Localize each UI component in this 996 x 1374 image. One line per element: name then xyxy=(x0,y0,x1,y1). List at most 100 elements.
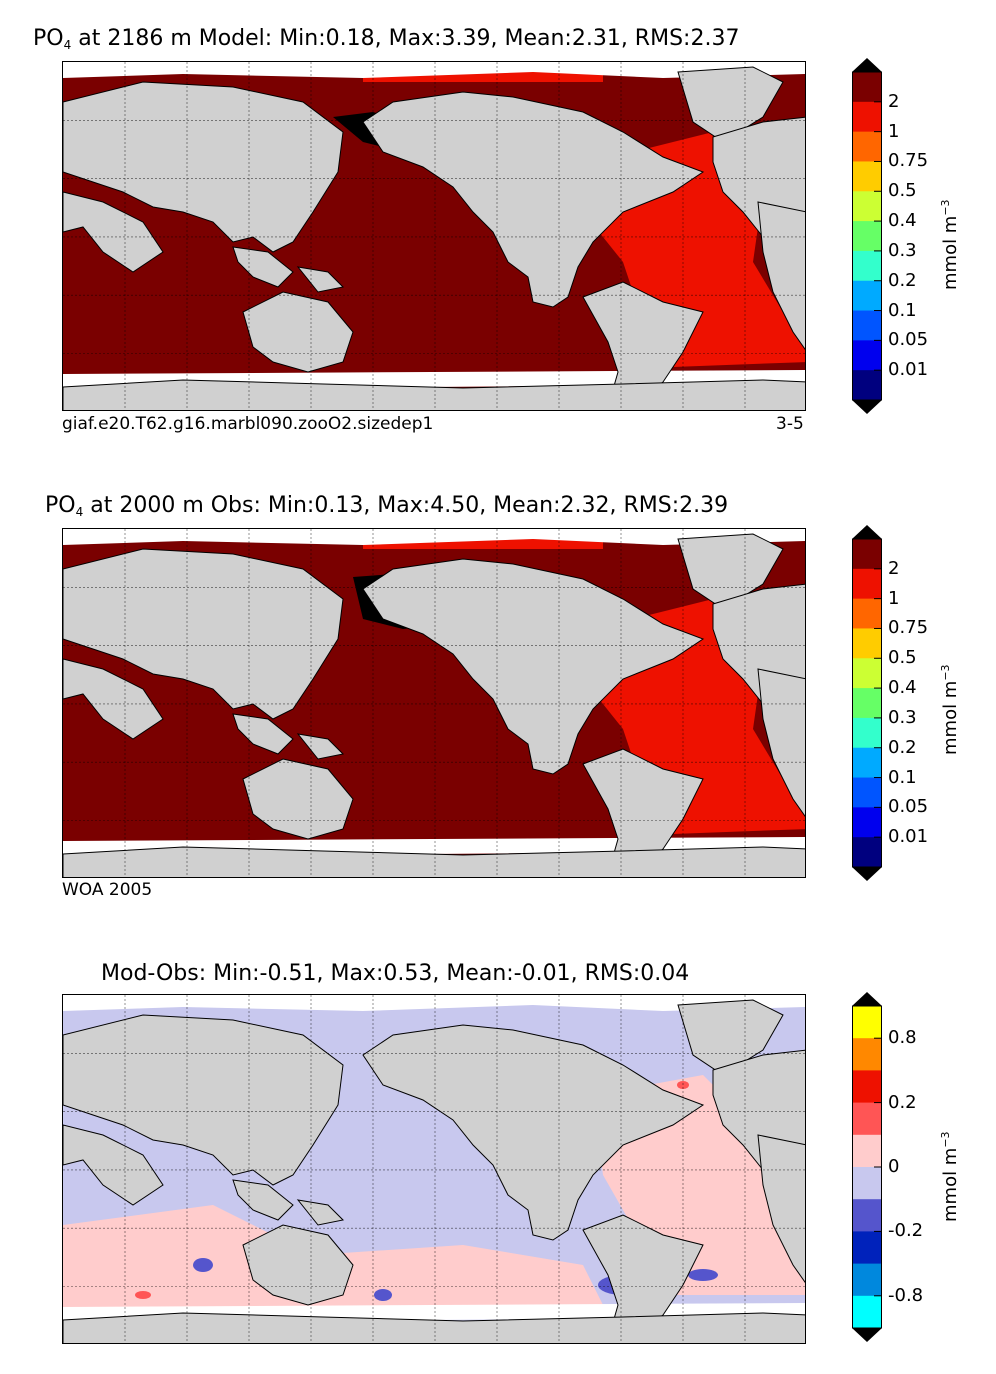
land-mass xyxy=(232,713,294,755)
positive-patch xyxy=(135,1291,151,1299)
land-mass xyxy=(63,81,344,253)
colorbar-tick-label: 0.2 xyxy=(888,1091,917,1113)
colorbar-tick-label: 2 xyxy=(888,557,900,579)
land-mass xyxy=(232,246,294,288)
colorbar-under-arrow xyxy=(852,1328,882,1342)
colorbar-segment xyxy=(852,837,882,868)
colorbar-tick-label: 0.5 xyxy=(888,647,917,669)
colorbar-segment xyxy=(852,747,882,779)
colorbar-segment xyxy=(852,280,882,312)
land-mass xyxy=(232,1179,294,1221)
colorbar-segment xyxy=(852,539,882,570)
colorbar-tick-label: 0.8 xyxy=(888,1027,917,1049)
colorbar-tick-label: 0.2 xyxy=(888,269,917,291)
colorbar-tick-label: 0.01 xyxy=(888,826,929,848)
colorbar-tick-label: 1 xyxy=(888,120,900,142)
colorbar-3-unit: mmol m−3 xyxy=(939,1131,961,1222)
land-mass xyxy=(296,266,345,293)
land-mass xyxy=(677,999,784,1076)
land-mass xyxy=(63,548,344,720)
land-mass xyxy=(757,668,805,818)
colorbar-segment xyxy=(852,340,882,371)
colorbar-segment xyxy=(852,628,882,659)
colorbar-segment xyxy=(852,1231,882,1265)
unit-text: mmol m xyxy=(940,680,961,755)
land-mass xyxy=(677,533,784,610)
colorbar-2 xyxy=(852,525,882,881)
colorbar-svg xyxy=(852,58,882,414)
land-mass xyxy=(362,91,705,308)
unit-text: mmol m xyxy=(940,215,961,290)
land-mass xyxy=(63,658,164,740)
colorbar-segment xyxy=(852,1038,882,1071)
colorbar-over-arrow xyxy=(852,525,882,539)
colorbar-1-unit: mmol m−3 xyxy=(939,199,961,290)
colorbar-tick-label: 0.75 xyxy=(888,617,929,639)
world-map xyxy=(63,62,805,410)
land-mass xyxy=(63,846,805,877)
panel-1-footer-left: giaf.e20.T62.g16.marbl090.zooO2.sizedep1 xyxy=(62,414,434,434)
colorbar-tick-label: 0.1 xyxy=(888,766,917,788)
colorbar-segment xyxy=(852,1134,882,1168)
colorbar-3 xyxy=(852,992,882,1342)
land-mass xyxy=(296,733,345,760)
colorbar-tick-label: 0.75 xyxy=(888,150,929,172)
colorbar-segment xyxy=(852,72,882,103)
panel-2-title: PO4 at 2000 m Obs: Min:0.13, Max:4.50, M… xyxy=(45,493,729,519)
land-mass xyxy=(242,758,354,840)
colorbar-segment xyxy=(852,777,882,808)
colorbar-tick-label: 0.01 xyxy=(888,359,929,381)
colorbar-segment xyxy=(852,191,882,222)
colorbar-segment xyxy=(852,1263,882,1297)
title-sub: 4 xyxy=(63,38,72,52)
colorbar-segment xyxy=(852,101,882,133)
land-mass xyxy=(757,201,805,351)
colorbar-under-arrow xyxy=(852,867,882,881)
colorbar-over-arrow xyxy=(852,992,882,1006)
title-text: at 2186 m Model: Min:0.18, Max:3.39, Mea… xyxy=(78,26,740,51)
colorbar-tick-label: 0.1 xyxy=(888,299,917,321)
colorbar-segment xyxy=(852,688,882,719)
colorbar-segment xyxy=(852,658,882,689)
colorbar-segment xyxy=(852,250,882,282)
title-var: PO xyxy=(33,26,64,51)
unit-text: mmol m xyxy=(940,1147,961,1222)
title-text: at 2000 m Obs: Min:0.13, Max:4.50, Mean:… xyxy=(90,493,729,518)
panel-1-footer-right: 3-5 xyxy=(776,414,804,434)
no-data-region xyxy=(63,995,805,1011)
colorbar-tick-label: -0.8 xyxy=(888,1284,924,1306)
map-panel-1 xyxy=(62,61,806,411)
colorbar-tick-label: 0.2 xyxy=(888,736,917,758)
no-data-region xyxy=(63,62,805,78)
colorbar-tick-label: 0.4 xyxy=(888,677,917,699)
land-mass xyxy=(63,379,805,410)
no-data-region xyxy=(63,529,805,545)
colorbar-tick-label: 0 xyxy=(888,1156,900,1177)
colorbar-tick-label: 0.5 xyxy=(888,180,917,202)
colorbar-frame xyxy=(852,538,882,868)
panel-2-footer-left: WOA 2005 xyxy=(62,880,153,900)
colorbar-segment xyxy=(852,717,882,749)
colorbar-segment xyxy=(852,1199,882,1232)
colorbar-svg xyxy=(852,525,882,881)
panel-3-title: Mod-Obs: Min:-0.51, Max:0.53, Mean:-0.01… xyxy=(101,963,689,985)
colorbar-tick-label: -0.2 xyxy=(888,1220,924,1242)
title-sub: 4 xyxy=(75,505,84,519)
land-mass xyxy=(677,66,784,143)
land-mass xyxy=(63,1014,344,1186)
land-mass xyxy=(242,1224,354,1306)
world-map xyxy=(63,529,805,877)
colorbar-segment xyxy=(852,221,882,252)
negative-patch xyxy=(688,1269,718,1281)
land-mass xyxy=(757,1134,805,1284)
title-var: PO xyxy=(45,493,76,518)
colorbar-tick-label: 0.4 xyxy=(888,210,917,232)
colorbar-segment xyxy=(852,131,882,162)
world-map xyxy=(63,995,805,1343)
colorbar-svg xyxy=(852,992,882,1342)
land-mass xyxy=(242,291,354,373)
title-text: Mod-Obs: Min:-0.51, Max:0.53, Mean:-0.01… xyxy=(101,961,690,986)
colorbar-tick-label: 1 xyxy=(888,587,900,609)
colorbar-segment xyxy=(852,807,882,838)
colorbar-segment xyxy=(852,1070,882,1104)
